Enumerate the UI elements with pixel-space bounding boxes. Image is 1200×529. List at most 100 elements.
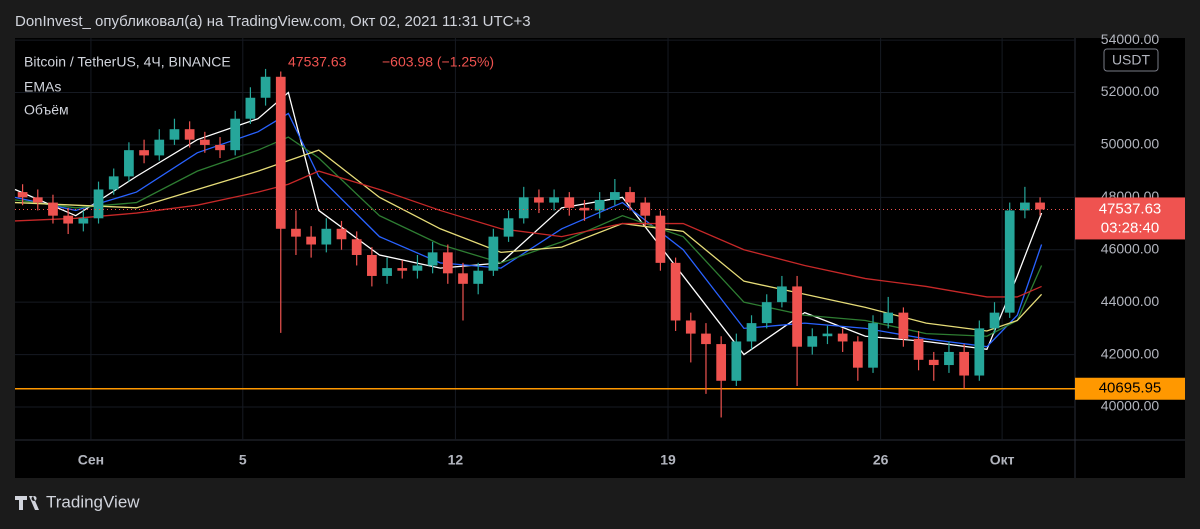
candle-body	[63, 215, 74, 224]
candle-body	[442, 252, 453, 274]
candle-body	[48, 202, 58, 216]
price-label-box	[1075, 197, 1185, 240]
x-tick-label: Окт	[990, 452, 1015, 468]
candle-body	[1004, 210, 1015, 313]
candle-body	[594, 199, 605, 211]
candle-body	[792, 286, 802, 347]
indicator: EMAs	[24, 79, 61, 95]
y-tick-label: 40000.00	[1101, 398, 1160, 414]
x-tick-label: 12	[448, 452, 464, 468]
candle-body	[807, 336, 818, 347]
y-tick-label: 50000.00	[1101, 136, 1160, 152]
candle-body	[518, 197, 529, 219]
ema-line	[14, 136, 1043, 337]
candle-body	[837, 333, 848, 342]
candle-body	[215, 144, 225, 151]
ema-line	[14, 149, 1043, 332]
candle-body	[777, 286, 787, 303]
candle-body	[928, 359, 939, 366]
candle-body	[655, 215, 666, 263]
candle-body	[488, 236, 499, 271]
logo: TradingView	[15, 492, 140, 511]
candle-body	[321, 228, 332, 245]
ema-line	[14, 170, 1042, 298]
candle-body	[685, 320, 696, 334]
candle-body	[822, 333, 833, 337]
support-label: 40695.95	[1099, 380, 1162, 397]
candle-body	[427, 252, 438, 266]
candle-body	[275, 76, 286, 229]
ema-line	[14, 112, 1043, 348]
candle-body	[959, 351, 969, 376]
candle-body	[716, 344, 727, 381]
candle-body	[609, 192, 620, 200]
symbol: Bitcoin / TetherUS, 4Ч, BINANCE	[24, 54, 231, 70]
candle-body	[397, 268, 408, 271]
candle-body	[351, 239, 362, 255]
chart-panel	[15, 38, 1185, 478]
support-label-box	[1075, 377, 1185, 400]
currency: USDT	[1112, 52, 1151, 68]
candle-body	[199, 139, 210, 145]
candle-body	[913, 338, 924, 360]
x-tick-label: 26	[873, 452, 889, 468]
candle-body	[154, 139, 165, 156]
candle-body	[746, 323, 757, 342]
candle-body	[306, 236, 316, 245]
candle-body	[625, 192, 635, 203]
candle-body	[230, 118, 241, 151]
candle-body	[169, 129, 180, 140]
candle-body	[108, 176, 119, 190]
candle-body	[184, 129, 195, 140]
candle-body	[868, 323, 878, 368]
candle-body	[1035, 202, 1045, 210]
candle-body	[761, 302, 772, 324]
x-tick-label: 5	[239, 452, 247, 468]
candle-body	[640, 202, 651, 216]
candle-body	[473, 270, 484, 284]
change: −603.98 (−1.25%)	[382, 54, 494, 70]
candle-body	[245, 97, 256, 119]
candle-body	[974, 328, 985, 376]
plot-area	[14, 38, 1075, 440]
last-price: 47537.63	[288, 54, 347, 70]
indicator: Объём	[24, 102, 69, 118]
y-tick-label: 42000.00	[1101, 345, 1160, 361]
candle-body	[883, 312, 894, 324]
candle-body	[458, 273, 468, 284]
candle-body	[78, 218, 89, 224]
countdown: 03:28:40	[1101, 219, 1159, 236]
candle-body	[534, 197, 544, 203]
candle-body	[579, 207, 590, 211]
candle-body	[412, 265, 423, 271]
legend: Bitcoin / TetherUS, 4Ч, BINANCE 47537.63…	[24, 54, 494, 118]
candle-body	[898, 312, 909, 339]
candle-body	[731, 341, 742, 381]
candle-body	[139, 150, 149, 156]
x-tick-label: Сен	[78, 452, 104, 468]
y-tick-label: 44000.00	[1101, 293, 1160, 309]
brand: TradingView	[46, 492, 140, 511]
y-tick-label: 52000.00	[1101, 83, 1160, 99]
candle-body	[291, 228, 301, 237]
price-label: 47537.63	[1099, 200, 1162, 217]
candle-body	[503, 218, 514, 237]
x-tick-label: 19	[660, 452, 676, 468]
candle-body	[367, 254, 377, 276]
candle-body	[852, 341, 863, 368]
candle-body	[1020, 202, 1030, 211]
candle-body	[32, 197, 43, 203]
y-tick-label: 46000.00	[1101, 240, 1160, 256]
currency-box	[1103, 48, 1159, 72]
candle-body	[93, 189, 104, 219]
candle-body	[124, 150, 134, 177]
candle-body	[549, 197, 559, 203]
candle-body	[989, 312, 1000, 329]
logo-icon	[15, 496, 39, 510]
candle-body	[701, 333, 711, 345]
candle-body	[944, 351, 954, 366]
candle-body	[260, 76, 271, 98]
candle-body	[382, 268, 392, 276]
